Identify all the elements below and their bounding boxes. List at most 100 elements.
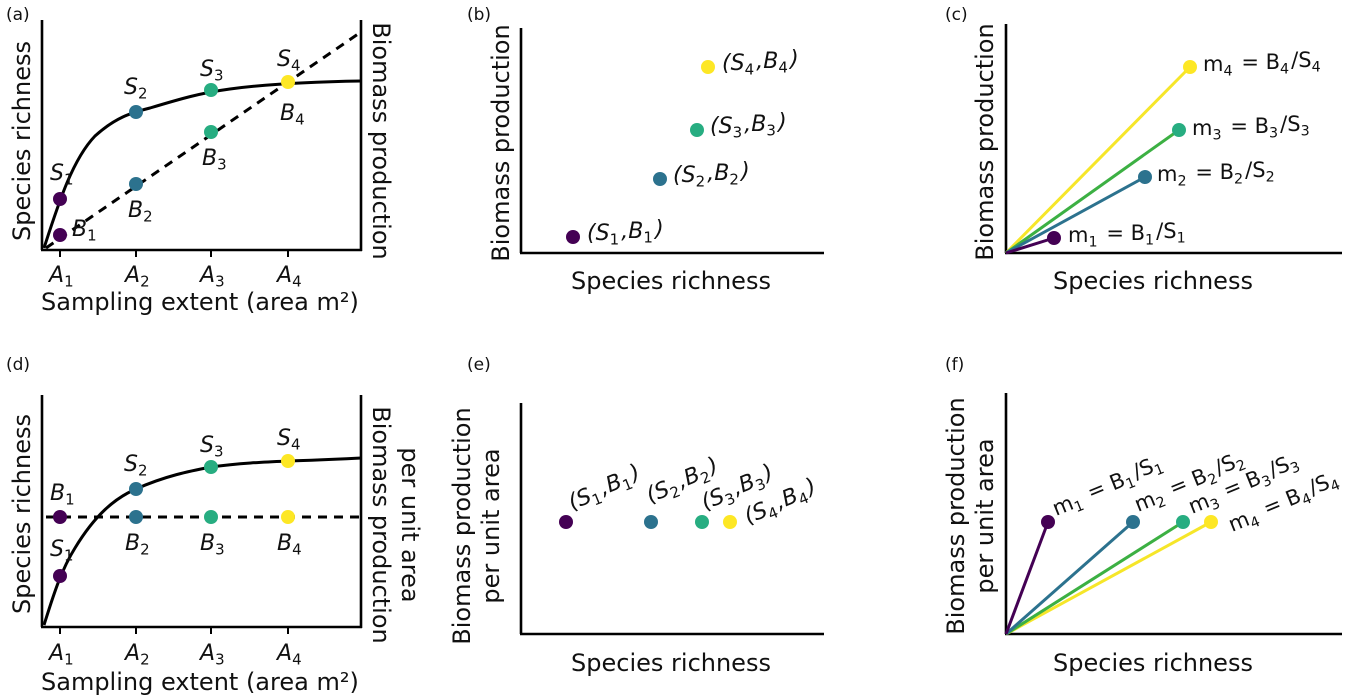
- panel-f-point-4: [1204, 515, 1218, 529]
- panel-a-x-tick-label: A4: [275, 261, 304, 291]
- panel-a-b2-point: [129, 177, 143, 191]
- panel-c-x-label: Species richness: [1053, 267, 1253, 295]
- panel-e: (e) (S1 ,B1 ) (S2 ,B2 ) (S3 ,B3 ) (S4 ,B…: [448, 355, 824, 677]
- panel-d-b1-point: [53, 510, 67, 524]
- panel-a-s2-point: [129, 105, 143, 119]
- panel-e-point-3: [695, 515, 709, 529]
- panel-d-x-label: Sampling extent (area m²): [41, 668, 359, 696]
- panel-d-s3-label: S3: [200, 431, 226, 461]
- panel-c-slope-line-3: [1005, 128, 1180, 255]
- panel-d-s2-point: [129, 482, 143, 496]
- panel-c-slope-line-1: [1005, 236, 1055, 255]
- panel-d-letter: (d): [6, 355, 30, 375]
- panel-e-point-4: [723, 515, 737, 529]
- panel-d-x-tick-label: A3: [198, 639, 227, 669]
- panel-d-b3-point: [204, 510, 218, 524]
- panel-c-slope-line-4: [1004, 65, 1192, 255]
- panel-d-s4-point: [281, 454, 295, 468]
- panel-d-y-label: Species richness: [8, 414, 36, 614]
- panel-b-y-label: Biomass production: [487, 24, 515, 261]
- panel-d-b2-label: B2: [125, 529, 152, 559]
- panel-d-y-label-right-2: per unit area: [396, 447, 424, 602]
- panel-b-x-label: Species richness: [571, 267, 771, 295]
- panel-e-y-label-2: per unit area: [477, 448, 505, 603]
- panel-b-point-2: [653, 172, 667, 186]
- panel-d-b4-label: B4: [277, 529, 304, 559]
- panel-c-point-2: [1138, 170, 1152, 184]
- panel-d-s2-label: S2: [124, 450, 150, 480]
- panel-a-s4-point: [281, 75, 295, 89]
- panel-b: (b) (S1 ,B1 ) (S2 ,B2 ) (S3 ,B3 ) (S4 ,B…: [467, 5, 824, 295]
- panel-b-point-2-label: (S2 ,B2 ): [673, 159, 750, 191]
- panel-c-slope-label-2: m2 = B2 /S2: [1157, 156, 1277, 189]
- panel-a-letter: (a): [6, 5, 30, 25]
- panel-b-point-1: [566, 230, 580, 244]
- panel-f-letter: (f): [945, 355, 964, 375]
- panel-c-point-1: [1047, 231, 1061, 245]
- panel-f: (f) m1 = B1 /S1 m2 = B2 /S2 m3 = B3 /S3 …: [942, 355, 1343, 677]
- panel-a-s1-label: S1: [50, 159, 76, 189]
- panel-f-point-1: [1041, 515, 1055, 529]
- panel-a-s2-label: S2: [124, 73, 150, 103]
- panel-a-y-label: Species richness: [8, 41, 36, 241]
- panel-a-x-tick-label: A1: [47, 261, 76, 291]
- panel-b-letter: (b): [467, 5, 491, 25]
- panel-a-b4-label: B4: [280, 99, 307, 129]
- panel-d-x-tick-label: A1: [47, 639, 76, 669]
- panel-a-x-label: Sampling extent (area m²): [41, 288, 359, 316]
- panel-c-slope-label-3: m3 = B3 /S3: [1192, 110, 1312, 143]
- panel-e-x-label: Species richness: [571, 649, 771, 677]
- panel-d-b1-label: B1: [50, 479, 77, 509]
- panel-d-s4-label: S4: [277, 424, 303, 454]
- panel-d-x-tick-label: A2: [123, 639, 152, 669]
- panel-a-b3-label: B3: [202, 144, 229, 174]
- panel-b-point-3-label: (S3 ,B3 ): [710, 110, 787, 142]
- panel-c-slope-line-2: [1005, 175, 1146, 255]
- panel-a-b1-point: [53, 228, 67, 242]
- panel-c-slope-label-4: m4 = B4 /S4: [1203, 46, 1323, 79]
- panel-f-point-2: [1126, 515, 1140, 529]
- panel-b-point-1-label: (S1 ,B1 ): [587, 217, 664, 249]
- panel-d-b3-label: B3: [200, 529, 227, 559]
- panel-c-slope-label-1: m1 = B1 /S1: [1068, 217, 1188, 250]
- panel-e-point-1: [559, 515, 573, 529]
- panel-a-richness-curve: [42, 79, 362, 249]
- panel-f-slope-line-3: [1005, 520, 1184, 636]
- panel-a-b2-label: B2: [128, 196, 155, 226]
- panel-a-s4-label: S4: [277, 45, 303, 75]
- panel-d-b4-point: [281, 510, 295, 524]
- panel-d-y-label-right-1: Biomass production: [367, 406, 395, 643]
- panel-f-point-3: [1176, 515, 1190, 529]
- panel-a-s1-point: [53, 192, 67, 206]
- panel-f-slope-line-2: [1005, 520, 1134, 636]
- panel-e-letter: (e): [467, 355, 491, 375]
- panel-f-y-label-2: per unit area: [971, 438, 999, 593]
- panel-c-point-4: [1183, 60, 1197, 74]
- panel-d-s1-label: S1: [50, 535, 76, 565]
- panel-a: (a) S1 S2 S3 S4 B1 B2 B3 B4 A1 A2 A3 A4 …: [6, 5, 395, 316]
- panel-d-s1-point: [53, 569, 67, 583]
- panel-c-point-3: [1172, 123, 1186, 137]
- panel-d-s3-point: [204, 460, 218, 474]
- panel-e-point-2: [644, 515, 658, 529]
- panel-f-slope-line-1: [1004, 521, 1050, 635]
- panel-f-x-label: Species richness: [1053, 649, 1253, 677]
- panel-a-x-tick-label: A2: [123, 261, 152, 291]
- panel-f-slope-line-4: [1005, 520, 1212, 636]
- panel-e-y-label-1: Biomass production: [448, 407, 476, 644]
- panel-b-point-3: [690, 123, 704, 137]
- panel-a-b3-point: [204, 125, 218, 139]
- panel-d: (d) S1 S2 S3 S4 B1 B2 B3 B4 A1 A2 A3 A4 …: [6, 355, 424, 696]
- panel-d-x-tick-label: A4: [275, 639, 304, 669]
- panel-a-s3-point: [204, 83, 218, 97]
- panel-a-x-tick-label: A3: [198, 261, 227, 291]
- panel-a-s3-label: S3: [200, 55, 226, 85]
- panel-f-slope-label-1: m1 = B1 /S1: [1047, 448, 1171, 524]
- panel-e-point-1-label: (S1 ,B1 ): [563, 460, 646, 518]
- panel-d-b2-point: [129, 510, 143, 524]
- panel-b-point-4-label: (S4 ,B4 ): [722, 47, 799, 79]
- panel-a-y-label-right: Biomass production: [367, 22, 395, 259]
- panel-c-y-label: Biomass production: [971, 23, 999, 260]
- panel-a-b1-label: B1: [72, 215, 99, 245]
